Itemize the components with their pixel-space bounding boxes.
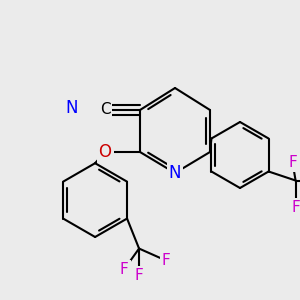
Text: N: N <box>66 99 78 117</box>
Text: F: F <box>120 262 128 277</box>
Text: F: F <box>291 200 300 215</box>
Text: O: O <box>98 143 112 161</box>
Text: C: C <box>100 103 110 118</box>
Text: F: F <box>162 253 170 268</box>
Text: N: N <box>169 164 181 182</box>
Text: F: F <box>135 268 143 283</box>
Text: F: F <box>288 155 297 170</box>
